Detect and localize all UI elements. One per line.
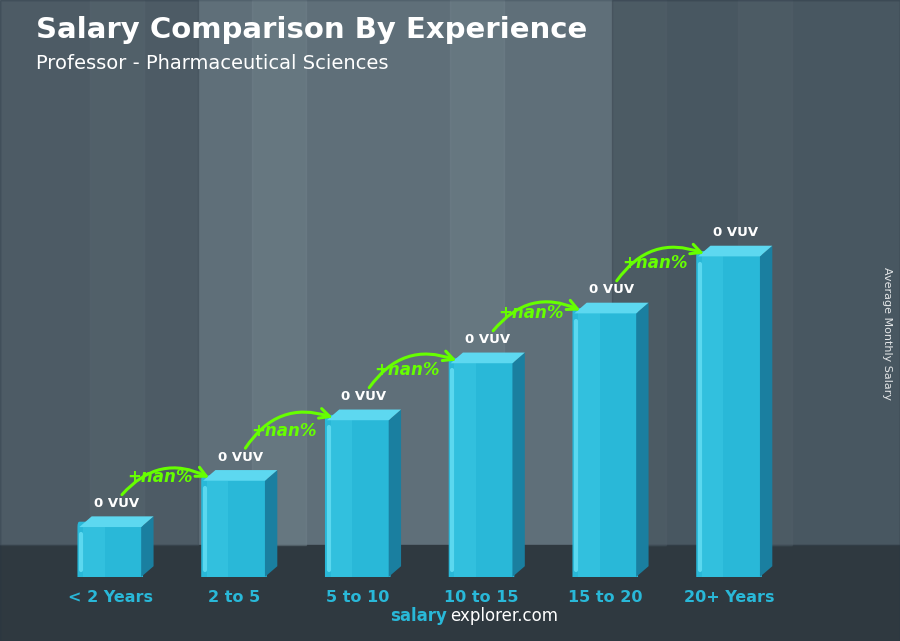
Polygon shape: [203, 470, 277, 481]
Text: +nan%: +nan%: [499, 304, 563, 322]
FancyBboxPatch shape: [77, 522, 143, 582]
FancyBboxPatch shape: [697, 251, 761, 582]
Text: +nan%: +nan%: [251, 422, 316, 440]
Text: Salary Comparison By Experience: Salary Comparison By Experience: [36, 16, 587, 44]
Text: +nan%: +nan%: [127, 468, 193, 486]
Polygon shape: [389, 410, 401, 577]
Bar: [702, 256, 724, 577]
Bar: [450, 0, 504, 545]
Text: explorer.com: explorer.com: [450, 607, 558, 625]
FancyBboxPatch shape: [572, 308, 638, 582]
Polygon shape: [636, 303, 649, 577]
Bar: [612, 0, 900, 545]
Bar: [252, 0, 306, 545]
Polygon shape: [451, 353, 525, 363]
Polygon shape: [141, 517, 154, 577]
Bar: [330, 420, 352, 577]
Bar: [738, 0, 792, 545]
Text: 0 VUV: 0 VUV: [713, 226, 758, 239]
Text: +nan%: +nan%: [374, 362, 440, 379]
Text: Average Monthly Salary: Average Monthly Salary: [881, 267, 892, 400]
FancyBboxPatch shape: [325, 415, 391, 582]
Polygon shape: [327, 410, 401, 420]
Polygon shape: [79, 517, 154, 527]
Text: 0 VUV: 0 VUV: [218, 451, 263, 463]
Polygon shape: [760, 246, 772, 577]
Bar: [578, 313, 599, 577]
Bar: [454, 363, 476, 577]
Polygon shape: [265, 470, 277, 577]
Text: 0 VUV: 0 VUV: [465, 333, 510, 346]
Bar: [207, 481, 229, 577]
FancyBboxPatch shape: [449, 358, 514, 582]
Text: Professor - Pharmaceutical Sciences: Professor - Pharmaceutical Sciences: [36, 54, 389, 74]
Polygon shape: [574, 303, 649, 313]
Bar: [0, 545, 900, 641]
Bar: [0, 0, 198, 545]
Text: 0 VUV: 0 VUV: [589, 283, 634, 296]
Bar: [612, 0, 666, 545]
Bar: [90, 0, 144, 545]
Text: 0 VUV: 0 VUV: [94, 497, 139, 510]
Bar: [0, 0, 900, 545]
Text: +nan%: +nan%: [622, 254, 688, 272]
Text: salary: salary: [391, 607, 447, 625]
Polygon shape: [698, 246, 772, 256]
FancyBboxPatch shape: [202, 476, 266, 582]
Polygon shape: [512, 353, 525, 577]
Bar: [83, 527, 104, 577]
Text: 0 VUV: 0 VUV: [341, 390, 386, 403]
